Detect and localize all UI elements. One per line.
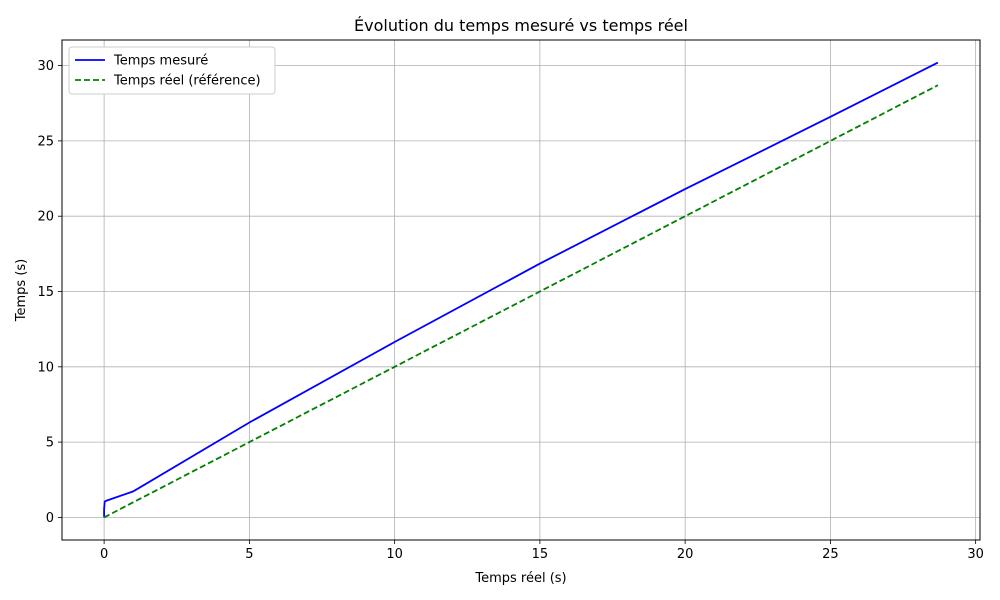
x-tick-label: 30 xyxy=(967,547,984,562)
legend: Temps mesuré Temps réel (référence) xyxy=(68,46,276,95)
y-tick-label: 10 xyxy=(37,360,54,375)
series-line-reference xyxy=(103,84,939,519)
x-tick-label: 20 xyxy=(677,547,694,562)
x-tick-label: 0 xyxy=(100,547,108,562)
plot-lines xyxy=(103,61,939,519)
x-tick-label: 5 xyxy=(245,547,253,562)
axis-ticks: 0 5 10 15 20 25 30 0 5 10 15 20 25 30 xyxy=(37,59,983,562)
y-tick-label: 20 xyxy=(37,210,54,225)
chart-title: Évolution du temps mesuré vs temps réel xyxy=(354,16,688,35)
legend-box xyxy=(68,46,276,95)
x-axis-label: Temps réel (s) xyxy=(474,571,566,586)
plot-frame xyxy=(61,39,981,541)
grid xyxy=(62,40,980,540)
y-tick-label: 25 xyxy=(37,134,54,149)
x-tick-label: 10 xyxy=(386,547,403,562)
y-tick-label: 0 xyxy=(46,511,54,526)
y-axis-label: Temps (s) xyxy=(14,259,29,322)
legend-label-reference: Temps réel (référence) xyxy=(113,74,261,89)
y-tick-label: 15 xyxy=(37,285,54,300)
y-tick-label: 5 xyxy=(46,436,54,451)
series-line-measured xyxy=(103,61,939,518)
x-tick-label: 25 xyxy=(822,547,839,562)
x-tick-label: 15 xyxy=(532,547,549,562)
y-tick-label: 30 xyxy=(37,59,54,74)
legend-label-measured: Temps mesuré xyxy=(113,54,208,69)
